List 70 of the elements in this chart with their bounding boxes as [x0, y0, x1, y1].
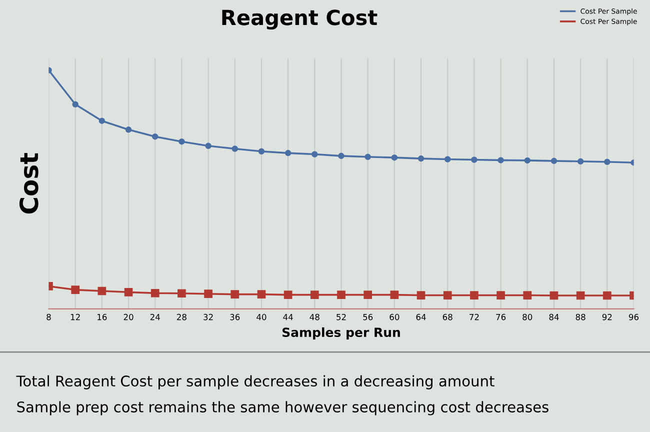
- point: [416, 291, 426, 300]
- x-tick-label: 60: [390, 314, 400, 320]
- x-tick-label: 8: [46, 314, 51, 320]
- point: [98, 118, 106, 124]
- point: [496, 291, 505, 300]
- point: [71, 286, 80, 294]
- point: [390, 290, 399, 299]
- point: [550, 291, 558, 300]
- x-tick-label: 24: [150, 314, 160, 320]
- point: [312, 151, 318, 158]
- x-tick-label: 16: [98, 314, 107, 320]
- x-tick-label: 96: [628, 314, 639, 320]
- x-tick-label: 32: [204, 314, 213, 320]
- y-axis-title: Cost: [19, 152, 38, 214]
- x-tick-label: 84: [549, 314, 559, 320]
- x-tick-label: 48: [310, 314, 320, 320]
- point: [418, 155, 424, 162]
- point: [232, 146, 238, 152]
- x-tick-label: 88: [576, 314, 586, 320]
- text: Sample prep cost remains the same however sequencing cost decreases: [17, 401, 548, 416]
- point: [471, 156, 478, 163]
- point: [576, 291, 585, 300]
- point: [338, 152, 344, 160]
- point: [391, 154, 398, 161]
- point: [523, 291, 532, 300]
- x-tick-label: 64: [416, 314, 426, 320]
- x-tick-label: 80: [522, 314, 532, 320]
- x-tick-label: 56: [363, 314, 373, 320]
- point: [284, 150, 292, 156]
- point: [602, 291, 612, 300]
- x-tick-label: 52: [336, 314, 346, 320]
- point: [443, 291, 452, 300]
- point: [72, 101, 78, 108]
- x-tick-label: 44: [283, 314, 293, 320]
- point: [125, 126, 132, 133]
- point: [124, 288, 133, 296]
- x-tick-label: 28: [177, 314, 186, 320]
- x-tick-label: 76: [496, 314, 506, 320]
- point: [230, 290, 240, 298]
- point: [524, 157, 531, 164]
- point: [284, 290, 292, 299]
- point: [337, 290, 346, 299]
- point: [258, 148, 265, 155]
- x-tick-label: 36: [230, 314, 240, 320]
- point: [577, 158, 584, 165]
- point: [604, 158, 610, 166]
- point: [150, 288, 160, 298]
- point: [550, 158, 558, 164]
- point: [498, 157, 504, 164]
- point: [205, 142, 212, 150]
- point: [204, 290, 212, 298]
- x-tick-label: 92: [602, 314, 612, 320]
- text: Total Reagent Cost per sample decreases in a decreasing amount: [16, 375, 494, 390]
- x-tick-label: 40: [256, 314, 266, 320]
- x-tick-label: 20: [124, 314, 134, 320]
- chart-title: Reagent Cost: [222, 10, 378, 30]
- point: [257, 290, 266, 298]
- point: [444, 156, 451, 162]
- point: [152, 133, 158, 140]
- x-axis-title: Samples per Run: [282, 327, 400, 340]
- point: [364, 154, 371, 160]
- point: [98, 286, 106, 296]
- point: [178, 138, 185, 145]
- x-tick-label: 12: [70, 314, 80, 320]
- point: [470, 291, 478, 300]
- x-tick-label: 72: [470, 314, 479, 320]
- point: [310, 290, 319, 299]
- x-tick-label: 68: [442, 314, 452, 320]
- point: [178, 289, 186, 298]
- point: [364, 290, 372, 299]
